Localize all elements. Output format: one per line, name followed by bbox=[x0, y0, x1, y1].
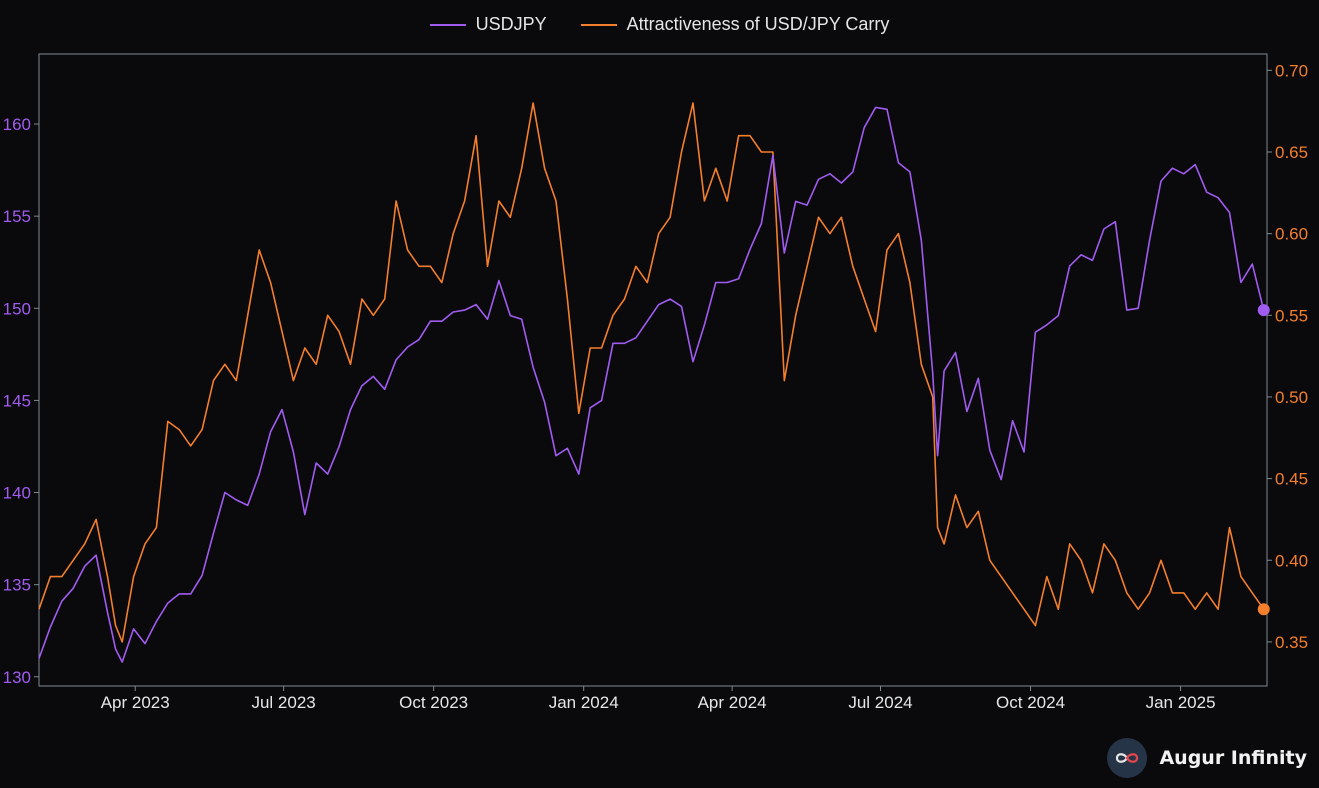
x-tick-label: Jan 2024 bbox=[549, 693, 619, 712]
legend-label-usdjpy: USDJPY bbox=[475, 14, 547, 34]
infinity-logo-icon bbox=[1107, 738, 1148, 778]
y-right-tick-label: 0.40 bbox=[1275, 551, 1308, 570]
y-right-tick-label: 0.60 bbox=[1275, 225, 1308, 244]
x-tick-label: Jul 2023 bbox=[251, 693, 315, 712]
legend-item-carry[interactable]: Attractiveness of USD/JPY Carry bbox=[580, 14, 890, 35]
y-right-tick-label: 0.50 bbox=[1275, 388, 1308, 407]
y-right-tick-label: 0.70 bbox=[1275, 61, 1308, 80]
x-tick-label: Jul 2024 bbox=[848, 693, 912, 712]
legend: USDJPY Attractiveness of USD/JPY Carry bbox=[0, 14, 1319, 35]
y-left-tick-label: 150 bbox=[3, 299, 31, 318]
x-tick-label: Apr 2024 bbox=[698, 693, 767, 712]
y-right-tick-label: 0.55 bbox=[1275, 306, 1308, 325]
series-line-carry bbox=[38, 102, 1265, 643]
legend-swatch-orange bbox=[580, 23, 617, 26]
brand-watermark: Augur Infinity bbox=[1107, 738, 1307, 778]
plot-area bbox=[38, 53, 1268, 687]
series-line-usdjpy bbox=[38, 106, 1265, 663]
y-left-tick-label: 135 bbox=[3, 576, 31, 595]
series-end-marker-carry bbox=[1257, 603, 1270, 616]
y-left-tick-label: 160 bbox=[3, 115, 31, 134]
legend-swatch-purple bbox=[429, 23, 466, 26]
brand-name: Augur Infinity bbox=[1159, 747, 1307, 769]
x-tick-label: Jan 2025 bbox=[1146, 693, 1216, 712]
right-y-axis: 0.35 0.40 0.45 0.50 0.55 0.60 0.65 0.70 bbox=[1267, 61, 1308, 652]
x-tick-label: Oct 2024 bbox=[996, 693, 1065, 712]
y-right-tick-label: 0.45 bbox=[1275, 470, 1308, 489]
y-right-tick-label: 0.35 bbox=[1275, 633, 1308, 652]
x-axis: Apr 2023 Jul 2023 Oct 2023 Jan 2024 Apr 2024… bbox=[101, 686, 1216, 712]
series-layer bbox=[38, 102, 1270, 663]
y-left-tick-label: 140 bbox=[3, 484, 31, 503]
legend-item-usdjpy[interactable]: USDJPY bbox=[429, 14, 547, 35]
y-left-tick-label: 130 bbox=[3, 668, 31, 687]
left-y-axis: 130 135 140 145 150 155 160 bbox=[3, 115, 39, 687]
y-left-tick-label: 155 bbox=[3, 207, 31, 226]
series-end-marker-usdjpy bbox=[1257, 304, 1270, 317]
y-left-tick-label: 145 bbox=[3, 391, 31, 410]
x-tick-label: Apr 2023 bbox=[101, 693, 170, 712]
legend-label-carry: Attractiveness of USD/JPY Carry bbox=[626, 14, 890, 34]
x-tick-label: Oct 2023 bbox=[399, 693, 468, 712]
y-right-tick-label: 0.65 bbox=[1275, 143, 1308, 162]
